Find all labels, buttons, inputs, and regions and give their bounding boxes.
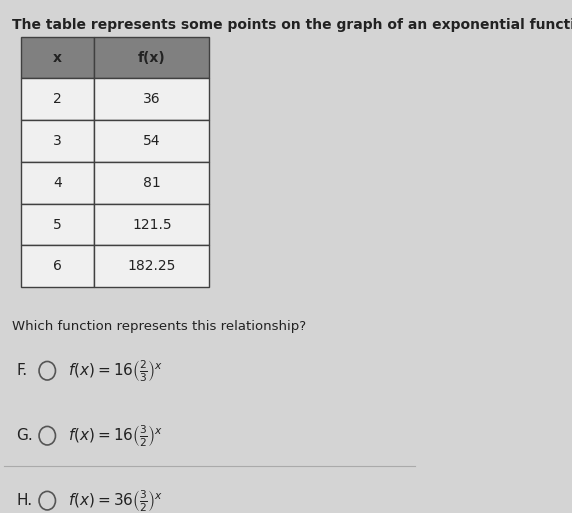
- Bar: [94, 120, 209, 162]
- Text: 121.5: 121.5: [132, 218, 172, 231]
- Text: 36: 36: [143, 92, 161, 106]
- Text: F.: F.: [17, 363, 27, 378]
- Bar: [21, 162, 94, 204]
- Bar: [21, 120, 94, 162]
- Bar: [94, 245, 209, 287]
- Bar: [94, 204, 209, 245]
- Text: $f(x) = 36\left(\frac{3}{2}\right)^x$: $f(x) = 36\left(\frac{3}{2}\right)^x$: [68, 488, 163, 513]
- Text: 6: 6: [53, 260, 62, 273]
- Text: $f(x) = 16\left(\frac{3}{2}\right)^x$: $f(x) = 16\left(\frac{3}{2}\right)^x$: [68, 423, 163, 449]
- Text: 5: 5: [53, 218, 62, 231]
- Text: Which function represents this relationship?: Which function represents this relations…: [13, 320, 307, 333]
- Bar: [94, 78, 209, 120]
- Text: $f(x) = 16\left(\frac{2}{3}\right)^x$: $f(x) = 16\left(\frac{2}{3}\right)^x$: [68, 358, 163, 384]
- Text: x: x: [53, 50, 62, 65]
- Bar: [21, 245, 94, 287]
- Text: 2: 2: [53, 92, 62, 106]
- Bar: [94, 162, 209, 204]
- Text: 3: 3: [53, 134, 62, 148]
- Bar: [21, 204, 94, 245]
- Text: The table represents some points on the graph of an exponential function.: The table represents some points on the …: [13, 18, 572, 32]
- Text: 4: 4: [53, 176, 62, 190]
- Bar: [21, 78, 94, 120]
- Text: 81: 81: [143, 176, 161, 190]
- Text: 54: 54: [143, 134, 161, 148]
- Text: H.: H.: [17, 493, 33, 508]
- Bar: [94, 36, 209, 78]
- Text: 182.25: 182.25: [128, 260, 176, 273]
- Bar: [21, 36, 94, 78]
- Text: f(x): f(x): [138, 50, 166, 65]
- Text: G.: G.: [17, 428, 33, 443]
